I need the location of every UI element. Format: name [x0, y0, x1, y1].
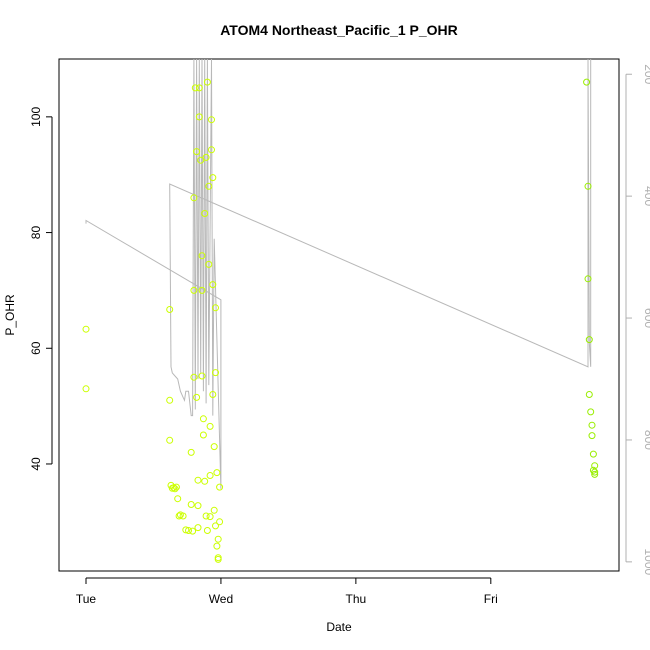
- x-tick-label: Wed: [209, 592, 233, 606]
- data-point: [185, 527, 192, 534]
- data-point: [191, 84, 199, 92]
- y-tick-label: 80: [29, 226, 43, 240]
- data-point: [584, 182, 592, 190]
- data-point: [189, 527, 197, 535]
- data-point: [197, 156, 205, 164]
- secondary-y-tick-label: 200: [642, 64, 650, 84]
- data-point: [82, 325, 90, 333]
- data-point: [193, 393, 201, 401]
- data-point: [214, 555, 222, 563]
- data-point: [201, 477, 209, 485]
- data-point: [208, 146, 215, 154]
- x-axis: Tue Wed Thu Fri: [76, 577, 498, 606]
- data-point: [589, 450, 597, 458]
- data-point: [187, 501, 195, 508]
- data-point: [583, 78, 591, 86]
- data-point: [175, 512, 183, 520]
- data-point: [205, 260, 213, 268]
- data-point: [206, 422, 214, 430]
- y-tick-label: 100: [29, 107, 43, 127]
- data-point: [210, 506, 218, 514]
- data-point: [193, 148, 201, 156]
- data-point: [591, 468, 599, 476]
- data-point: [584, 275, 592, 283]
- data-point: [588, 432, 596, 440]
- data-point: [179, 512, 187, 520]
- data-point: [212, 522, 219, 530]
- data-point: [587, 408, 595, 416]
- secondary-y-axis: 200 400 600 800 1000: [625, 64, 650, 576]
- data-point: [194, 502, 202, 510]
- chart-title: ATOM4 Northeast_Pacific_1 P_OHR: [220, 22, 458, 38]
- x-tick-label: Thu: [346, 592, 367, 606]
- data-point: [170, 484, 178, 492]
- data-point: [199, 431, 207, 439]
- points-layer: [82, 78, 599, 563]
- data-point: [209, 391, 217, 398]
- data-point: [203, 78, 211, 86]
- x-tick-label: Tue: [76, 592, 97, 606]
- plot-frame: [58, 58, 620, 572]
- data-point: [206, 472, 214, 479]
- data-point: [194, 476, 202, 484]
- data-point: [588, 421, 596, 429]
- data-point: [195, 84, 203, 92]
- data-point: [205, 182, 213, 190]
- data-point: [202, 153, 210, 161]
- data-point: [206, 513, 214, 521]
- data-point: [195, 113, 203, 121]
- secondary-y-tick-label: 1000: [642, 549, 650, 576]
- data-point: [591, 470, 599, 478]
- pressure-trace-layer: [85, 59, 592, 489]
- data-point: [166, 306, 174, 313]
- data-point: [194, 524, 202, 532]
- data-point: [209, 281, 217, 289]
- data-point: [202, 512, 210, 520]
- data-point: [203, 527, 211, 534]
- data-point: [589, 466, 597, 474]
- data-point: [214, 535, 222, 543]
- data-point: [198, 286, 206, 294]
- secondary-y-tick-label: 600: [642, 308, 650, 328]
- data-point: [585, 336, 593, 344]
- data-point: [187, 448, 195, 456]
- data-point: [201, 210, 209, 217]
- data-point: [199, 415, 207, 423]
- data-point: [172, 483, 180, 491]
- data-point: [166, 396, 174, 404]
- data-point: [182, 526, 190, 534]
- data-point: [213, 542, 221, 550]
- data-point: [190, 286, 198, 294]
- data-point: [190, 373, 198, 381]
- y-tick-label: 60: [29, 341, 43, 355]
- x-axis-label: Date: [326, 620, 352, 634]
- data-point: [212, 304, 219, 312]
- data-point: [216, 483, 224, 491]
- secondary-y-tick-label: 400: [642, 186, 650, 206]
- data-point: [82, 385, 90, 393]
- y-axis-label: P_OHR: [3, 294, 17, 336]
- data-point: [208, 116, 215, 124]
- y-axis: 40 60 80 100: [29, 107, 53, 471]
- pressure-line: [85, 59, 592, 489]
- data-point: [174, 495, 182, 503]
- data-point: [585, 391, 593, 398]
- data-point: [212, 369, 219, 377]
- secondary-y-tick-label: 800: [642, 430, 650, 450]
- data-point: [209, 174, 217, 182]
- data-point: [216, 518, 224, 526]
- data-point: [171, 485, 179, 493]
- data-point: [190, 194, 198, 202]
- data-point: [198, 372, 206, 380]
- data-point: [213, 469, 221, 477]
- data-point: [198, 252, 206, 260]
- data-point: [210, 443, 218, 451]
- data-point: [166, 436, 174, 444]
- x-tick-label: Fri: [484, 592, 498, 606]
- y-tick-label: 40: [29, 457, 43, 471]
